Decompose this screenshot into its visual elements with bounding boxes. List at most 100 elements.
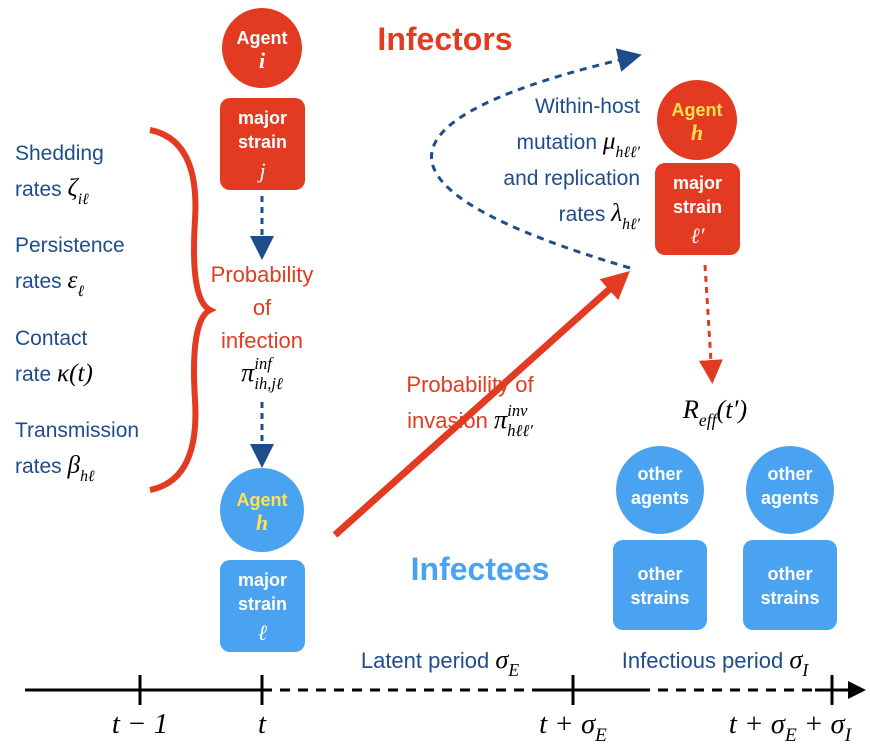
agent-label: Agent	[237, 28, 288, 48]
label-part: μ	[602, 128, 616, 155]
agent-node	[220, 468, 304, 552]
heading: Infectors	[377, 21, 512, 57]
strain-label: major	[238, 570, 287, 590]
label-line: t − 1	[112, 708, 168, 740]
label-part: ih,jℓ	[254, 374, 283, 393]
label-line: t + σE + σI	[729, 708, 853, 746]
agent-id: i	[259, 48, 266, 73]
label-part: iℓ	[78, 191, 89, 208]
label-part: λ	[610, 200, 622, 227]
label-part: t	[258, 708, 267, 740]
label-line: of	[253, 295, 272, 320]
label-part: Infectious period	[622, 648, 790, 673]
label-part: Latent period	[361, 648, 496, 673]
label-line: Probability	[211, 262, 314, 287]
strain-id: ℓ′	[691, 223, 706, 248]
arrow	[332, 270, 630, 538]
heading: Infectees	[411, 551, 550, 587]
label-line: rates ζiℓ	[15, 175, 89, 208]
curved-arrow	[430, 48, 642, 270]
label-part: mutation	[517, 131, 603, 154]
label-part: π	[241, 357, 255, 387]
label-line: Reff(t′)	[682, 394, 747, 430]
label-line: t	[258, 708, 267, 740]
strain-label: other	[768, 564, 813, 584]
label-part: inf	[254, 354, 274, 373]
agent-node	[657, 80, 737, 160]
strain-node	[613, 540, 707, 630]
label-part: ε	[68, 267, 78, 294]
agent-label: Agent	[237, 490, 288, 510]
agent-label: Agent	[672, 100, 723, 120]
label-part: Probability	[211, 262, 314, 287]
agent-id: h	[691, 120, 703, 145]
label-part: I	[801, 660, 809, 680]
label-line: rates βhℓ	[15, 452, 95, 485]
label-line: invasion πinv hℓℓ′	[407, 401, 533, 440]
label-part: infection	[221, 328, 303, 353]
label-part: hℓℓ′	[507, 421, 533, 440]
agent-label: other	[768, 464, 813, 484]
strain-node	[220, 560, 305, 652]
strain-label: strains	[760, 588, 819, 608]
strain-id: ℓ	[258, 620, 268, 645]
strain-label: other	[638, 564, 683, 584]
strain-label: strain	[673, 197, 722, 217]
label-line: mutation μhℓℓ′	[517, 128, 641, 161]
label-line: Latent period σE	[361, 644, 520, 680]
label-part: + σ	[797, 708, 847, 740]
label-part: β	[67, 452, 81, 479]
label-part: Transmission	[15, 419, 139, 442]
label-line: Shedding	[15, 142, 104, 165]
label-part: t + σ	[729, 708, 787, 740]
timeline	[25, 675, 866, 705]
label-part: Shedding	[15, 142, 104, 165]
strain-node	[743, 540, 837, 630]
label-part: R	[682, 394, 699, 424]
label-line: t + σE	[539, 708, 607, 746]
label-line: Transmission	[15, 419, 139, 442]
label-part: E	[594, 725, 607, 746]
label-part: t + σ	[539, 708, 597, 740]
label-line: infection	[221, 328, 303, 353]
label-part: rate	[15, 363, 57, 386]
label-part: of	[253, 295, 272, 320]
label-line: πinf ih,jℓ	[241, 354, 283, 393]
label-part: ζ	[68, 175, 80, 202]
label-part: hℓ′	[622, 216, 640, 233]
label-part: σ	[495, 644, 509, 674]
agent-label: agents	[631, 488, 689, 508]
label-part: rates	[15, 178, 68, 201]
strain-label: major	[673, 173, 722, 193]
label-part: I	[844, 725, 853, 746]
label-part: invasion	[407, 408, 494, 433]
label-part: t − 1	[112, 708, 168, 740]
label-part: hℓ	[80, 468, 95, 485]
label-part: eff	[699, 410, 719, 430]
label-line: Probability of	[406, 372, 534, 397]
label-line: Contact	[15, 327, 88, 350]
strain-label: strain	[238, 594, 287, 614]
label-line: Persistence	[15, 234, 125, 257]
label-part: Persistence	[15, 234, 125, 257]
strain-label: strain	[238, 132, 287, 152]
label-part: ℓ	[77, 283, 84, 300]
label-part: rates	[15, 270, 68, 293]
strain-id: j	[256, 158, 265, 183]
label-line: Infectious period σI	[622, 644, 810, 680]
label-part: hℓℓ′	[616, 144, 641, 161]
strain-label: strains	[630, 588, 689, 608]
agent-label: other	[638, 464, 683, 484]
agent-node	[222, 8, 302, 88]
label-line: Within-host	[535, 95, 640, 118]
agent-node	[616, 446, 704, 534]
label-part: rates	[15, 455, 68, 478]
brace	[149, 127, 217, 493]
label-part: κ(t)	[57, 360, 93, 387]
label-part: Probability of	[406, 372, 534, 397]
label-part: E	[507, 660, 519, 680]
label-part: σ	[789, 644, 803, 674]
label-line: and replication	[503, 167, 640, 190]
agent-id: h	[256, 510, 268, 535]
